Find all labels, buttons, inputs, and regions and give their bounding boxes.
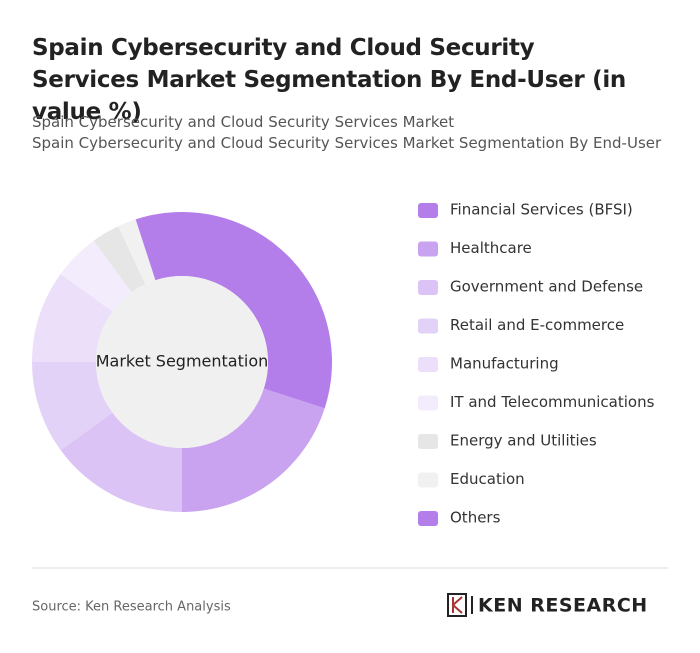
legend-swatch [418, 357, 438, 372]
donut-slice [135, 212, 182, 281]
legend-swatch [418, 434, 438, 449]
legend-label: Financial Services (BFSI) [450, 201, 633, 219]
donut-slice [182, 212, 332, 409]
legend-label: Retail and E-commerce [450, 316, 624, 334]
legend-label: Manufacturing [450, 355, 559, 373]
legend-label: IT and Telecommunications [450, 393, 655, 411]
donut-hole [96, 276, 268, 448]
donut-slice [60, 240, 132, 312]
donut-slice [32, 273, 113, 362]
legend-swatch [418, 280, 438, 295]
source: Source: Ken Research Analysis [32, 600, 231, 615]
center-label: Market Segmentation [96, 352, 269, 371]
legend-label: Others [450, 509, 501, 527]
donut-slice [93, 226, 146, 293]
donut-slice [60, 412, 183, 512]
donut-slice [32, 362, 113, 451]
legend-label: Healthcare [450, 239, 532, 257]
donut-slice [118, 219, 156, 285]
chart-title: Spain Cybersecurity and Cloud Security S… [32, 35, 626, 125]
legend-swatch [418, 318, 438, 334]
donut-slice [182, 388, 325, 512]
logo-icon [447, 593, 473, 617]
logo-text: KEN RESEARCH [478, 595, 648, 617]
legend-label: Government and Defense [450, 278, 643, 296]
legend-swatch [418, 395, 438, 411]
legend-swatch [418, 203, 438, 218]
legend-swatch [418, 241, 438, 257]
legend-swatch [418, 472, 438, 488]
legend-label: Energy and Utilities [450, 432, 597, 450]
legend-label: Education [450, 470, 525, 488]
subtitle: Spain Cybersecurity and Cloud Security S… [32, 134, 662, 152]
legend-swatch [418, 511, 438, 526]
subtitle: Spain Cybersecurity and Cloud Security S… [32, 113, 455, 131]
